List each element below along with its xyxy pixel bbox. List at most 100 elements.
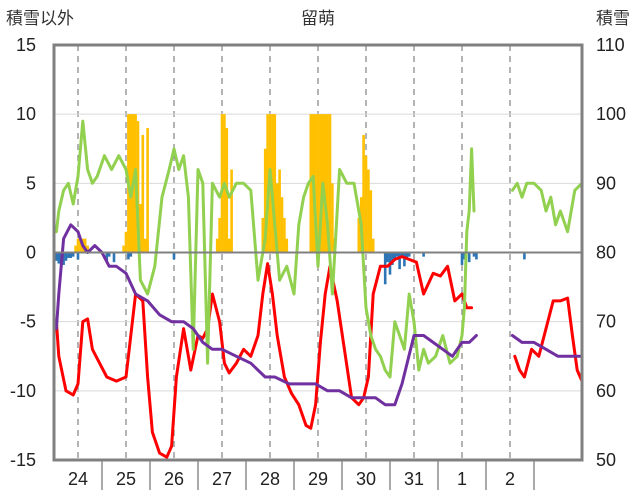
bar-mark (383, 252, 387, 285)
y-right-tick-label: 70 (596, 312, 616, 332)
series-line (510, 334, 584, 358)
x-tick-label: 26 (164, 469, 184, 489)
y-axis-right-label: 積雪 (596, 9, 630, 29)
bar-mark (328, 114, 332, 253)
y-right-tick-label: 110 (596, 35, 625, 55)
series-line (54, 223, 478, 407)
y-right-tick-label: 90 (596, 173, 616, 193)
bar-mark (62, 252, 65, 265)
bar-mark (369, 190, 373, 253)
y-left-tick-label: -10 (10, 381, 36, 401)
line-series (54, 119, 584, 459)
y-left-tick-label: 0 (26, 243, 36, 263)
bar-mark (261, 217, 265, 253)
bar-mark (112, 252, 116, 263)
bar-mark (76, 238, 80, 253)
bar-mark (460, 252, 464, 265)
y-right-tick-label: 50 (596, 450, 616, 470)
y-left-tick-label: -15 (10, 450, 36, 470)
bar-mark (275, 183, 279, 253)
bar-mark (280, 197, 284, 253)
bar-mark (371, 238, 375, 253)
bar-mark (393, 252, 397, 260)
x-tick-label: 31 (404, 469, 424, 489)
bar-mark (86, 245, 89, 253)
x-tick-label: 25 (116, 469, 136, 489)
x-tick-label: 1 (457, 469, 467, 489)
bar-mark (141, 134, 145, 253)
bar-mark (386, 252, 389, 263)
x-tick-label: 29 (308, 469, 328, 489)
bar-mark (146, 128, 149, 253)
plot-border (52, 43, 584, 462)
bar-mark (467, 252, 471, 263)
bar-mark (407, 252, 411, 257)
x-tick-label: 24 (68, 469, 88, 489)
series-line (54, 255, 474, 459)
y-left-tick-label: 10 (16, 104, 36, 124)
bar-mark (71, 252, 75, 257)
series-line (513, 296, 584, 383)
bar-mark (74, 245, 77, 253)
bar-mark (215, 238, 219, 253)
bar-mark (57, 252, 61, 264)
bar-mark (309, 114, 313, 253)
bar-mark (69, 252, 73, 259)
bar-mark (273, 114, 277, 253)
bar-mark (263, 148, 267, 253)
bar-mark (136, 121, 140, 253)
plot-frame (52, 43, 584, 462)
bar-mark (391, 252, 394, 265)
bar-mark (83, 238, 87, 253)
x-tick-label: 28 (260, 469, 280, 489)
bar-mark (278, 169, 281, 253)
bar-mark (316, 114, 320, 253)
y-right-tick-label: 100 (596, 104, 626, 124)
x-tick-label: 27 (212, 469, 232, 489)
bar-mark (326, 114, 329, 253)
bar-mark (122, 245, 125, 253)
x-tick-label: 30 (356, 469, 376, 489)
bar-mark (422, 252, 425, 257)
bar-mark (357, 217, 361, 253)
bar-mark (395, 252, 399, 257)
bar-mark (220, 114, 224, 253)
bar-mark (331, 183, 334, 253)
series-line (54, 119, 476, 379)
bar-mark (398, 252, 401, 270)
bar-mark (475, 252, 478, 260)
bar-mark (463, 252, 466, 260)
bar-mark (364, 155, 368, 253)
bar-mark (523, 252, 526, 260)
bar-mark (314, 114, 317, 253)
series-line (510, 181, 584, 234)
bar-mark (124, 231, 128, 253)
bar-mark (400, 252, 404, 257)
bar-mark (55, 252, 58, 261)
bar-mark (230, 169, 233, 253)
bar-mark (472, 252, 476, 257)
bar-mark (403, 252, 406, 267)
bar-mark (283, 217, 286, 253)
x-tick-label: 2 (505, 469, 515, 489)
y-left-tick-label: 5 (26, 173, 36, 193)
bar-mark (362, 134, 365, 253)
bar-mark (405, 252, 409, 259)
bar-mark (79, 238, 82, 253)
bar-mark (172, 252, 176, 260)
bar-mark (67, 252, 70, 259)
y-left-tick-label: -5 (20, 312, 36, 332)
chart-title: 留萌 (301, 9, 335, 29)
bar-mark (218, 217, 221, 253)
bar-mark (127, 252, 130, 260)
y-right-tick-label: 60 (596, 381, 616, 401)
bar-mark (319, 114, 322, 253)
y-left-tick-label: 15 (16, 35, 36, 55)
bar-mark (129, 252, 133, 257)
bar-mark (105, 252, 109, 261)
bar-mark (129, 114, 133, 253)
bar-mark (285, 238, 289, 253)
bar-mark (227, 238, 231, 253)
bar-mark (143, 238, 147, 253)
